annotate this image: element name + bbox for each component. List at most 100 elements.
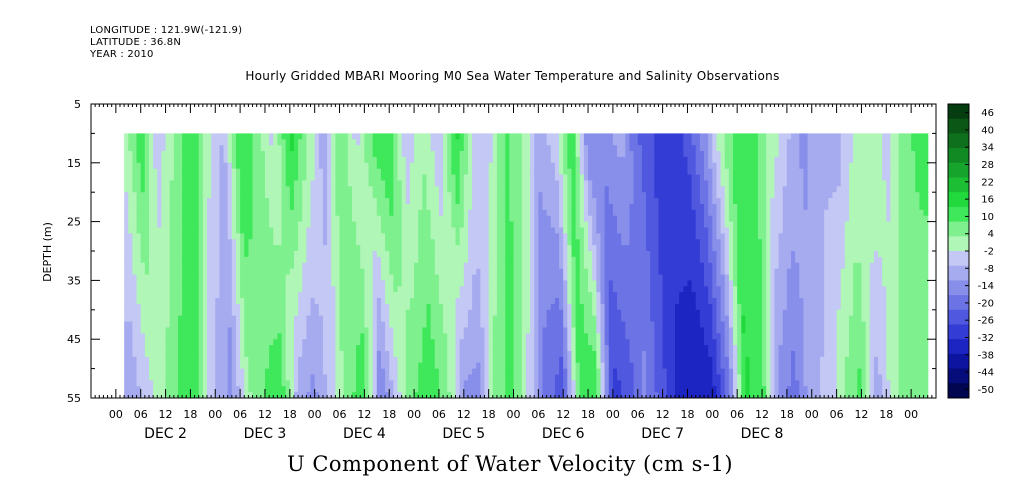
heatmap-cell <box>409 262 415 270</box>
heatmap-cell <box>306 392 312 398</box>
heatmap-cell <box>492 256 498 264</box>
heatmap-cell <box>219 274 225 281</box>
heatmap-cell <box>563 215 568 223</box>
heatmap-cell <box>422 362 428 370</box>
heatmap-cell <box>517 192 523 199</box>
heatmap-cell <box>451 356 457 364</box>
heatmap-cell <box>513 386 519 393</box>
heatmap-cell <box>223 368 229 376</box>
heatmap-cell <box>405 221 411 229</box>
heatmap-cell <box>368 233 374 240</box>
heatmap-cell <box>202 186 208 193</box>
heatmap-cell <box>414 333 419 340</box>
heatmap-cell <box>144 327 150 334</box>
heatmap-cell <box>550 239 556 246</box>
heatmap-cell <box>318 303 324 311</box>
heatmap-cell <box>393 368 399 376</box>
heatmap-cell <box>144 298 150 305</box>
heatmap-cell <box>140 233 146 240</box>
heatmap-cell <box>579 321 585 329</box>
heatmap-cell <box>318 262 324 270</box>
heatmap-cell <box>525 392 531 398</box>
heatmap-cell <box>277 198 283 205</box>
heatmap-cell <box>256 233 262 240</box>
heatmap-cell <box>575 345 581 352</box>
heatmap-cell <box>347 186 353 193</box>
heatmap-cell <box>310 180 316 187</box>
heatmap-cell <box>385 245 390 252</box>
heatmap-cell <box>231 368 237 376</box>
heatmap-cell <box>484 386 490 393</box>
heatmap-cell <box>227 174 233 182</box>
heatmap-cell <box>206 192 212 199</box>
heatmap-cell <box>513 321 519 329</box>
heatmap-cell <box>219 174 225 182</box>
heatmap-cell <box>343 333 349 340</box>
heatmap-cell <box>252 174 258 182</box>
heatmap-cell <box>202 292 208 299</box>
heatmap-cell <box>409 339 415 346</box>
heatmap-cell <box>281 315 287 323</box>
heatmap-cell <box>165 221 171 229</box>
heatmap-cell <box>571 345 577 352</box>
heatmap-cell <box>546 139 552 146</box>
heatmap-cell <box>517 227 523 234</box>
heatmap-cell <box>426 298 432 305</box>
heatmap-cell <box>459 145 465 152</box>
heatmap-cell <box>571 233 577 240</box>
heatmap-cell <box>372 174 378 182</box>
heatmap-cell <box>463 333 469 340</box>
heatmap-cell <box>459 139 465 146</box>
heatmap-cell <box>194 233 200 240</box>
heatmap-cell <box>331 268 336 276</box>
heatmap-cell <box>542 286 548 293</box>
heatmap-cell <box>231 374 237 381</box>
heatmap-cell <box>455 274 461 281</box>
heatmap-cell <box>314 327 320 334</box>
heatmap-cell <box>393 315 399 323</box>
heatmap-cell <box>211 268 216 276</box>
heatmap-cell <box>571 221 577 229</box>
heatmap-cell <box>264 145 270 152</box>
heatmap-cell <box>467 151 473 158</box>
heatmap-cell <box>231 174 237 182</box>
heatmap-cell <box>521 262 527 270</box>
heatmap-cell <box>227 198 233 205</box>
heatmap-cell <box>177 286 183 293</box>
heatmap-cell <box>132 280 138 287</box>
heatmap-cell <box>438 186 444 193</box>
heatmap-cell <box>430 327 436 334</box>
heatmap-cell <box>538 380 544 387</box>
heatmap-cell <box>521 151 527 158</box>
heatmap-cell <box>563 145 568 152</box>
heatmap-cell <box>206 251 212 258</box>
heatmap-cell <box>347 251 353 258</box>
heatmap-cell <box>525 303 531 311</box>
heatmap-cell <box>215 392 220 398</box>
heatmap-cell <box>393 151 399 158</box>
heatmap-cell <box>343 350 349 358</box>
heatmap-cell <box>327 262 332 270</box>
heatmap-cell <box>472 133 477 140</box>
heatmap-cell <box>165 303 171 311</box>
heatmap-cell <box>314 168 320 176</box>
heatmap-cell <box>169 298 175 305</box>
heatmap-cell <box>331 133 336 140</box>
heatmap-cell <box>530 309 535 317</box>
heatmap-cell <box>298 380 303 387</box>
heatmap-cell <box>401 151 407 158</box>
heatmap-cell <box>356 268 361 276</box>
heatmap-cell <box>409 362 415 370</box>
heatmap-cell <box>509 309 515 317</box>
heatmap-cell <box>476 345 481 352</box>
heatmap-cell <box>380 280 386 287</box>
heatmap-cell <box>368 180 374 187</box>
heatmap-cell <box>455 368 461 376</box>
heatmap-cell <box>434 345 440 352</box>
heatmap-cell <box>260 145 266 152</box>
heatmap-cell <box>484 139 490 146</box>
heatmap-cell <box>322 350 328 358</box>
heatmap-cell <box>248 192 254 199</box>
heatmap-cell <box>397 151 403 158</box>
heatmap-cell <box>335 339 341 346</box>
